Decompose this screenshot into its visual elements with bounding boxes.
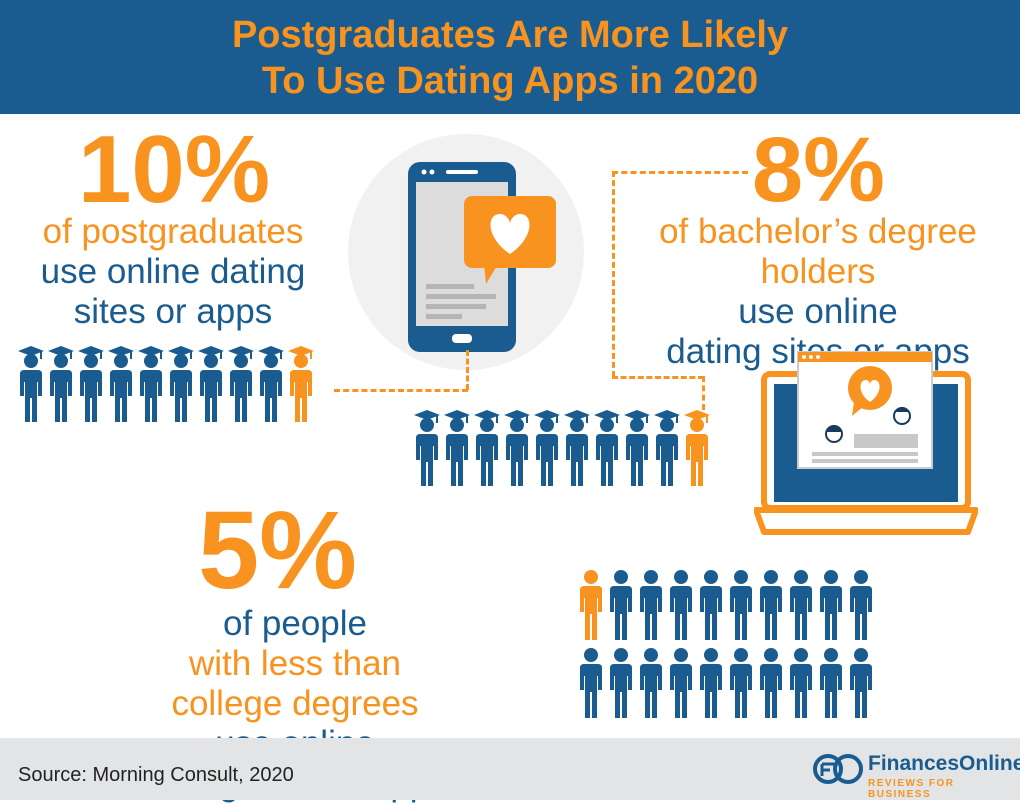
person-icon [670, 570, 692, 640]
connector-line-bachelor-bottom [612, 376, 704, 379]
laptop-illustration [754, 351, 978, 535]
graduate-person-icon [564, 410, 590, 486]
person-icon [760, 570, 782, 640]
postgrad-percent: 10% [78, 116, 271, 223]
graduate-person-icon [18, 346, 44, 422]
postgrad-line-1: of postgraduates [42, 212, 304, 251]
source-citation: Source: Morning Consult, 2020 [18, 764, 294, 786]
connector-line-bachelor-vertical [612, 171, 615, 377]
header-banner [0, 0, 1020, 114]
person-icon [850, 648, 872, 718]
brand-name: FinancesOnline [868, 752, 1020, 775]
bachelor-line-1: of bachelor’s degree [659, 212, 977, 251]
person-icon [640, 570, 662, 640]
person-icon [670, 648, 692, 718]
person-icon [610, 648, 632, 718]
graduate-person-icon [48, 346, 74, 422]
person-icon [580, 648, 602, 718]
postgrad-description: of postgraduates use online dating sites… [18, 212, 328, 332]
less-college-line-1b: with less than [188, 644, 402, 683]
person-icon [820, 570, 842, 640]
person-icon [700, 570, 722, 640]
less-college-pictogram-row-1 [576, 568, 876, 640]
title-line-1: Postgraduates Are More Likely [231, 14, 789, 56]
graduate-person-icon [624, 410, 650, 486]
graduate-person-icon [684, 410, 710, 486]
connector-line-phone [466, 350, 469, 390]
graduate-person-icon [414, 410, 440, 486]
less-college-line-1a: of people [222, 604, 368, 643]
connector-line-bachelor-drop [702, 376, 705, 410]
graduate-person-icon [444, 410, 470, 486]
bachelor-pictogram [412, 410, 712, 486]
laptop-icon [754, 351, 978, 535]
graduate-person-icon [594, 410, 620, 486]
page-title: Postgraduates Are More Likely To Use Dat… [0, 12, 1020, 104]
brand-tagline: REVIEWS FOR BUSINESS [868, 778, 955, 800]
person-icon [730, 570, 752, 640]
person-icon [700, 648, 722, 718]
brand-logo-icon [813, 754, 863, 784]
person-icon [820, 648, 842, 718]
less-college-percent: 5% [198, 489, 357, 612]
connector-line-postgrad [334, 389, 468, 392]
graduate-person-icon [654, 410, 680, 486]
connector-line-bachelor-top [612, 171, 748, 174]
less-college-pictogram-row-2 [576, 646, 876, 718]
graduate-person-icon [108, 346, 134, 422]
graduate-person-icon [288, 346, 314, 422]
graduate-person-icon [504, 410, 530, 486]
postgrad-line-2: use online dating [40, 252, 306, 291]
graduate-person-icon [198, 346, 224, 422]
graduate-person-icon [168, 346, 194, 422]
person-icon [850, 570, 872, 640]
person-icon [730, 648, 752, 718]
person-icon [790, 648, 812, 718]
person-icon [760, 648, 782, 718]
person-icon [610, 570, 632, 640]
graduate-person-icon [534, 410, 560, 486]
footer-bar [0, 738, 1020, 800]
heart-chat-icon [464, 196, 556, 284]
graduate-person-icon [78, 346, 104, 422]
person-icon [640, 648, 662, 718]
postgrad-pictogram [16, 346, 316, 422]
postgrad-line-3: sites or apps [73, 292, 273, 331]
smartphone-illustration [348, 134, 584, 370]
graduate-person-icon [258, 346, 284, 422]
graduate-person-icon [474, 410, 500, 486]
person-icon [580, 570, 602, 640]
graduate-person-icon [228, 346, 254, 422]
bachelor-percent: 8% [752, 119, 885, 221]
less-college-line-2a: college degrees [171, 684, 419, 723]
person-icon [790, 570, 812, 640]
bachelor-line-2-highlight: holders [760, 252, 876, 291]
bachelor-line-2-rest: use online [738, 292, 898, 331]
graduate-person-icon [138, 346, 164, 422]
title-line-2: To Use Dating Apps in 2020 [261, 60, 759, 102]
